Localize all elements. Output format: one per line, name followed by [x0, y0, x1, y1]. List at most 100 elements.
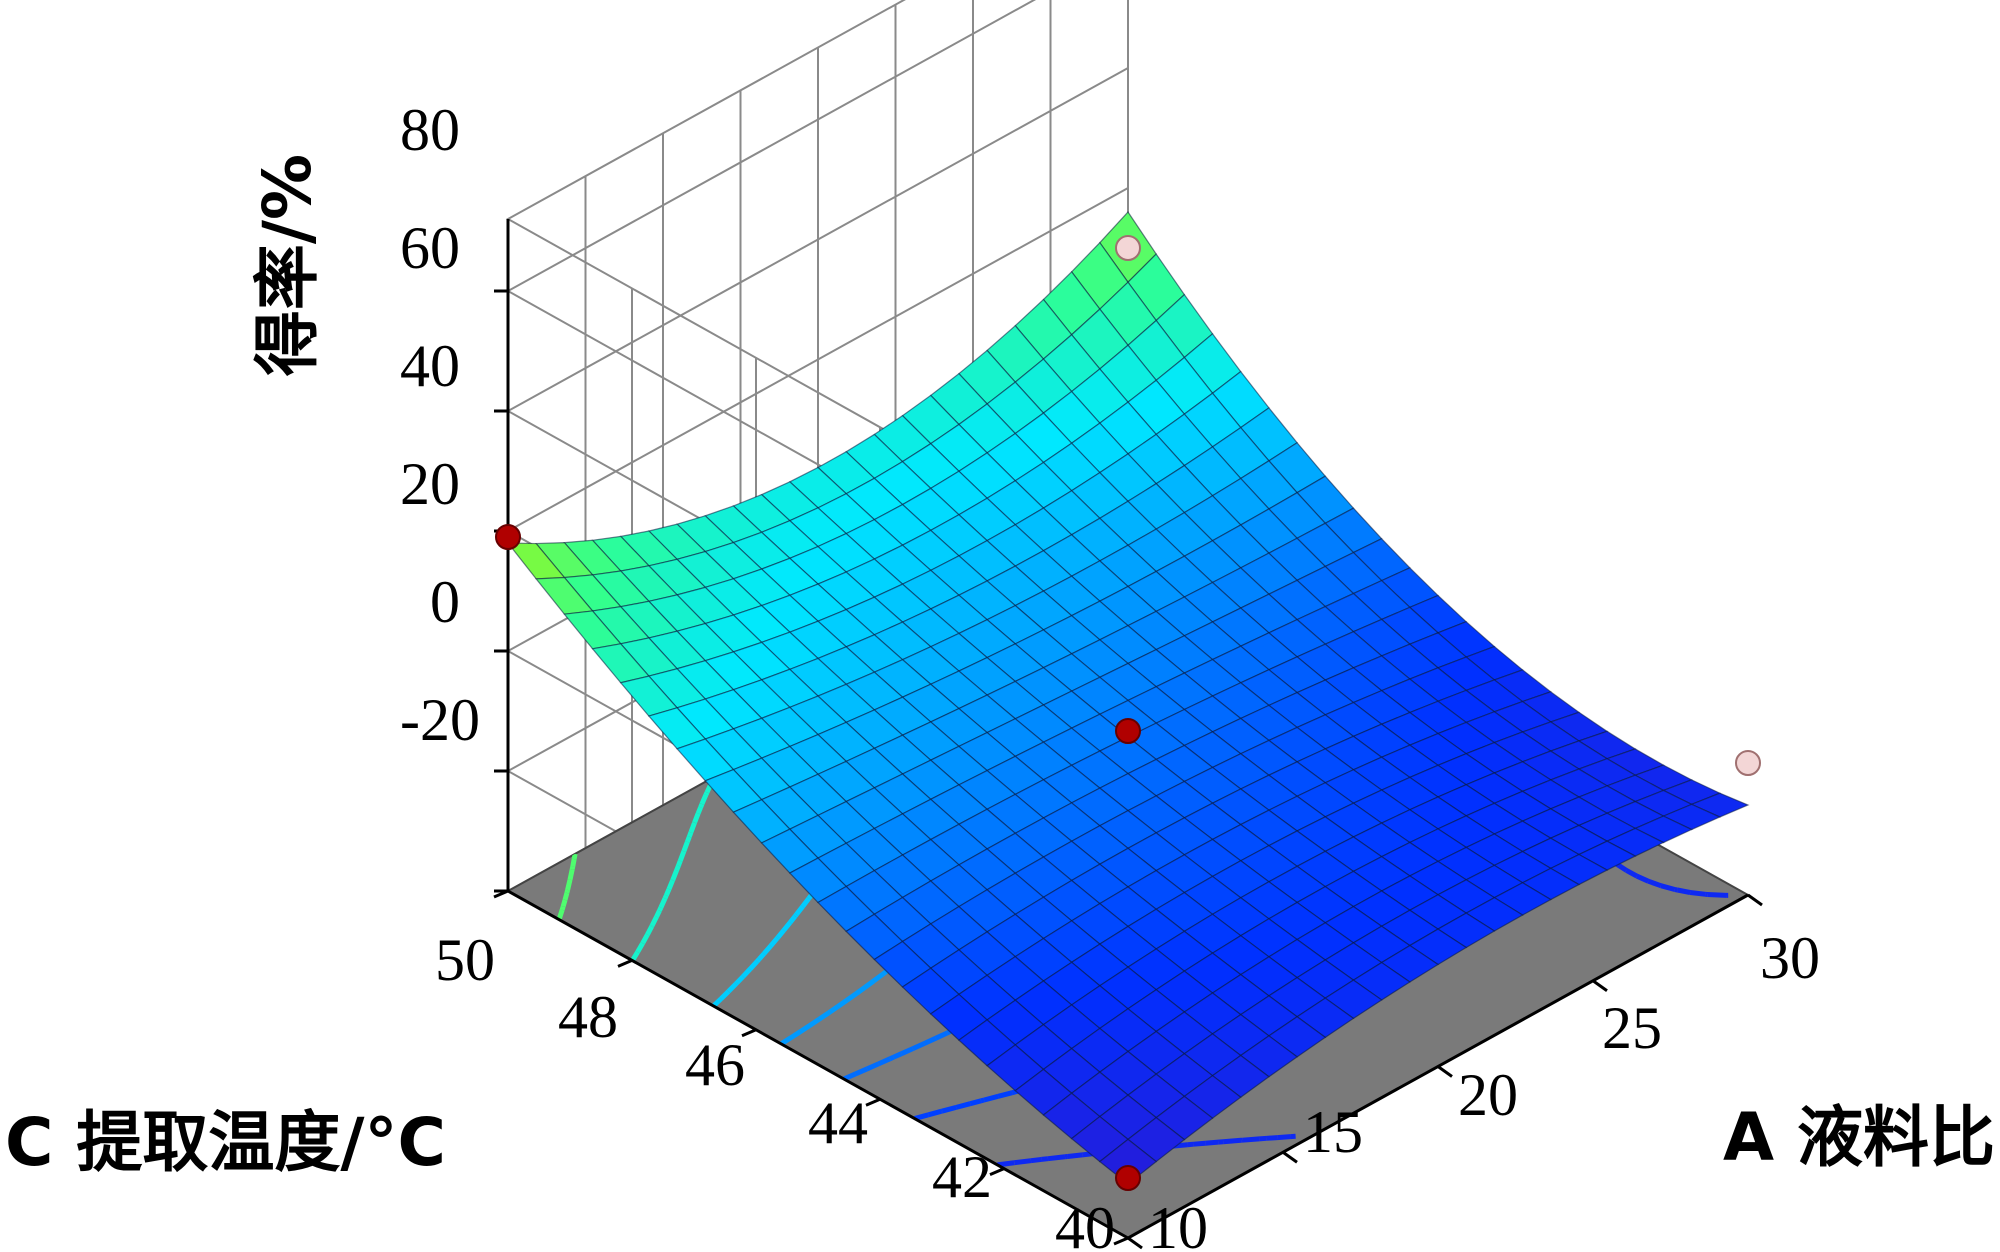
contour-segment — [735, 974, 745, 985]
contour-segment — [658, 897, 668, 909]
contour-segment — [808, 1017, 821, 1028]
surface-cell — [1098, 1138, 1158, 1185]
contour-segment — [699, 793, 709, 806]
contour-segment — [1635, 873, 1650, 884]
y-tick-label: 44 — [808, 1090, 868, 1156]
contour-segment — [828, 1004, 840, 1014]
design-point — [1115, 718, 1141, 744]
contour-segment — [1674, 887, 1678, 893]
x-tick-mark — [1127, 1236, 1143, 1250]
y-axis-title: C 提取温度/°C — [5, 1104, 446, 1181]
contour-segment — [645, 925, 654, 936]
contour-segment — [1067, 1152, 1083, 1159]
z-tick-label: 0 — [430, 569, 460, 635]
x-axis-ticks: 10 15 20 25 30 — [1148, 925, 1820, 1252]
x-axis-title: A 液料比 — [1723, 1099, 1995, 1176]
contour-segment — [695, 806, 703, 815]
y-tick-label: 40 — [1055, 1195, 1115, 1252]
contour-segment — [559, 905, 566, 911]
contour-segment — [776, 928, 786, 939]
contour-segment — [674, 864, 681, 872]
response-surface — [506, 211, 1750, 1185]
contour-segment — [800, 896, 811, 908]
contour-segment — [923, 1036, 937, 1046]
contour-segment — [762, 944, 773, 956]
contour-segment — [1258, 1135, 1267, 1142]
contour-segment — [757, 952, 766, 961]
contour-segment — [983, 1093, 999, 1103]
z-tick-label: 80 — [400, 97, 460, 163]
contour-segment — [1689, 890, 1706, 897]
contour-segment — [934, 1030, 948, 1041]
x-tick-label: 15 — [1303, 1099, 1363, 1165]
contour-segment — [788, 914, 798, 924]
contour-segment — [711, 996, 723, 1008]
contour-segment — [1615, 862, 1628, 873]
contour-segment — [666, 879, 675, 891]
y-tick-label: 46 — [685, 1032, 745, 1098]
contour-segment — [703, 791, 710, 796]
contour-segment — [657, 906, 664, 912]
contour-segment — [741, 967, 752, 979]
contour-segment — [726, 982, 738, 994]
contour-segment — [969, 1098, 982, 1107]
contour-segment — [1047, 1154, 1066, 1162]
x-tick-label: 20 — [1458, 1062, 1518, 1128]
y-tick-mark — [617, 959, 633, 968]
contour-segment — [888, 1054, 895, 1062]
contour-segment — [941, 1104, 957, 1114]
x-tick-mark — [1747, 893, 1763, 907]
contour-segment — [863, 978, 876, 990]
design-point — [1735, 750, 1761, 776]
y-tick-mark — [1113, 1236, 1129, 1246]
contour-segment — [1676, 887, 1691, 895]
x-tick-label: 25 — [1602, 995, 1662, 1061]
contour-segment — [900, 1046, 914, 1056]
contour-segment — [1014, 1158, 1032, 1166]
design-point — [495, 524, 521, 550]
contour-segment — [565, 879, 573, 891]
contour-segment — [845, 991, 858, 1003]
contour-segment — [564, 889, 571, 894]
contour-segment — [793, 912, 799, 918]
contour-segment — [1193, 1140, 1206, 1147]
contour-segment — [1660, 883, 1676, 892]
contour-segment — [734, 981, 739, 986]
contour-segment — [692, 812, 701, 824]
contour-segment — [794, 904, 805, 916]
contour-segment — [654, 909, 662, 918]
contour-segment — [1041, 1156, 1049, 1162]
z-tick-label: -20 — [400, 687, 480, 753]
contour-segment — [562, 892, 570, 901]
contour-segment — [571, 853, 578, 860]
contour-segment — [798, 1023, 812, 1034]
x-tick-mark — [1437, 1065, 1453, 1078]
contour-segment — [1266, 1135, 1278, 1141]
contour-segment — [775, 935, 781, 940]
contour-segment — [789, 1029, 802, 1040]
z-tick-label: 20 — [400, 451, 460, 517]
contour-segment — [1030, 1156, 1042, 1164]
contour-segment — [872, 972, 885, 983]
contour-segment — [570, 858, 577, 868]
y-tick-mark — [865, 1097, 881, 1107]
contour-segment — [681, 841, 690, 853]
y-tick-label: 50 — [435, 927, 495, 993]
contour-segment — [556, 909, 565, 921]
contour-segment — [649, 915, 659, 927]
contour-segment — [955, 1101, 971, 1110]
contour-segment — [698, 803, 705, 809]
contour-segment — [1242, 1136, 1260, 1143]
x-tick-mark — [1282, 1151, 1298, 1164]
contour-segment — [817, 1010, 830, 1022]
contour-segment — [748, 959, 759, 971]
contour-segment — [997, 1090, 1013, 1099]
z-tick-label: 60 — [400, 215, 460, 281]
contour-segment — [913, 1112, 930, 1121]
contour-segment — [560, 899, 568, 908]
contour-segment — [704, 784, 713, 794]
contour-segment — [670, 869, 679, 881]
contour-segment — [1647, 878, 1662, 889]
y-tick-label: 42 — [932, 1144, 992, 1210]
